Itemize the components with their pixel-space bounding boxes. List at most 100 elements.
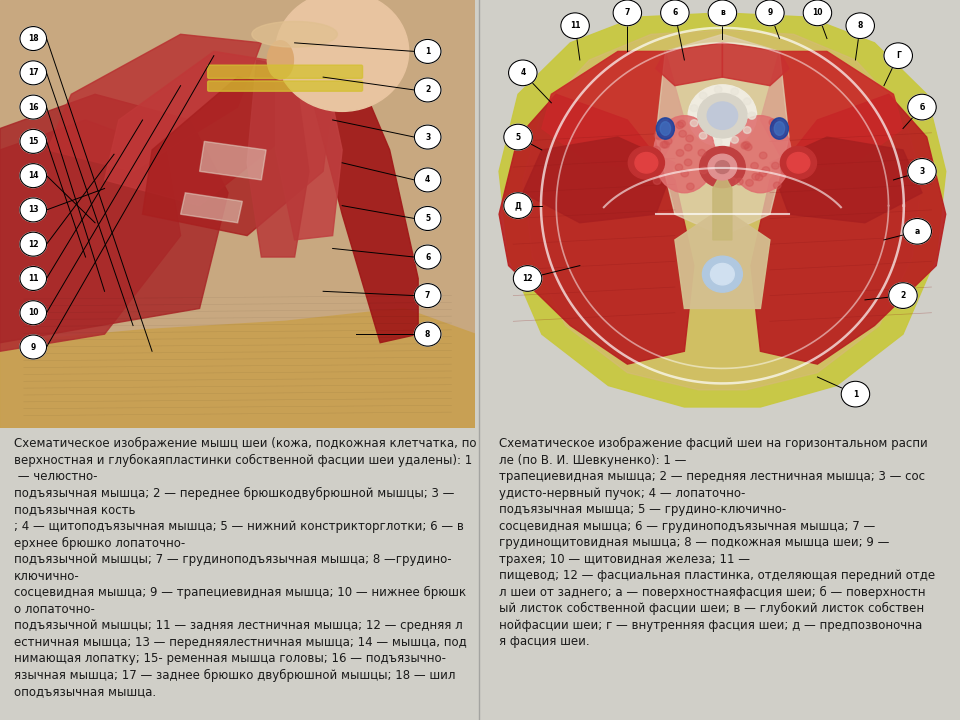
Polygon shape (0, 0, 475, 428)
Polygon shape (285, 51, 419, 343)
Circle shape (675, 138, 683, 145)
Text: 1: 1 (852, 390, 858, 399)
Circle shape (884, 43, 912, 68)
Circle shape (415, 284, 441, 307)
Circle shape (613, 0, 641, 26)
Circle shape (668, 117, 676, 124)
Circle shape (653, 161, 660, 168)
Circle shape (628, 146, 664, 179)
Text: 15: 15 (28, 137, 38, 146)
Circle shape (20, 95, 47, 119)
Circle shape (20, 130, 47, 153)
Circle shape (415, 78, 441, 102)
Circle shape (889, 283, 917, 308)
Circle shape (744, 148, 752, 156)
Text: 11: 11 (570, 21, 581, 30)
Circle shape (561, 13, 589, 39)
Text: 9: 9 (31, 343, 36, 351)
Ellipse shape (252, 22, 337, 47)
Circle shape (699, 132, 707, 139)
Circle shape (504, 125, 532, 150)
Circle shape (690, 104, 698, 112)
Circle shape (748, 112, 756, 119)
Circle shape (735, 166, 743, 173)
Circle shape (669, 174, 677, 180)
Polygon shape (751, 94, 946, 364)
Circle shape (20, 301, 47, 325)
Circle shape (514, 266, 541, 292)
Text: в: в (720, 9, 725, 17)
Circle shape (415, 245, 441, 269)
Circle shape (20, 335, 47, 359)
Circle shape (693, 126, 701, 132)
Circle shape (415, 40, 441, 63)
Text: 6: 6 (425, 253, 430, 261)
Circle shape (708, 0, 736, 26)
Circle shape (780, 146, 817, 179)
Text: 14: 14 (28, 171, 38, 180)
Circle shape (20, 232, 47, 256)
Ellipse shape (770, 118, 788, 139)
Circle shape (708, 102, 737, 130)
Text: 4: 4 (425, 176, 430, 184)
Circle shape (748, 112, 756, 119)
Circle shape (652, 161, 660, 168)
Circle shape (780, 180, 787, 186)
Circle shape (663, 159, 671, 166)
Text: 12: 12 (28, 240, 38, 248)
Circle shape (769, 181, 777, 189)
Circle shape (690, 120, 698, 127)
Text: 1: 1 (425, 47, 430, 56)
Polygon shape (180, 193, 242, 222)
Circle shape (774, 160, 781, 167)
Circle shape (658, 182, 665, 189)
Text: 5: 5 (425, 214, 430, 223)
Circle shape (908, 158, 936, 184)
Text: 3: 3 (920, 167, 924, 176)
Polygon shape (499, 13, 946, 407)
Polygon shape (770, 137, 922, 222)
Text: 6: 6 (672, 9, 678, 17)
Circle shape (804, 0, 831, 26)
Circle shape (749, 174, 756, 181)
Circle shape (415, 207, 441, 230)
Circle shape (734, 143, 742, 150)
Circle shape (20, 163, 47, 188)
Polygon shape (656, 42, 722, 86)
Text: 3: 3 (425, 132, 430, 142)
Polygon shape (541, 51, 684, 171)
Circle shape (683, 153, 690, 160)
Circle shape (708, 154, 736, 180)
Polygon shape (523, 137, 675, 222)
Polygon shape (0, 120, 180, 351)
Circle shape (761, 172, 769, 179)
Circle shape (780, 158, 788, 166)
Ellipse shape (774, 122, 784, 135)
Circle shape (698, 94, 747, 138)
Polygon shape (276, 51, 342, 240)
Text: 2: 2 (900, 291, 905, 300)
Circle shape (415, 322, 441, 346)
Circle shape (20, 198, 47, 222)
Circle shape (780, 166, 788, 173)
Circle shape (774, 139, 781, 146)
Circle shape (778, 150, 785, 158)
Circle shape (731, 179, 738, 186)
Circle shape (777, 130, 784, 137)
Circle shape (846, 13, 875, 39)
Polygon shape (0, 308, 475, 428)
Circle shape (743, 127, 751, 133)
Circle shape (20, 60, 47, 85)
Circle shape (731, 88, 738, 95)
Circle shape (710, 264, 734, 285)
Circle shape (733, 158, 741, 165)
Text: Г: Г (896, 51, 900, 60)
Text: Схематическое изображение фасций шеи на горизонтальном распи
ле (по В. И. Шевкун: Схематическое изображение фасций шеи на … (499, 437, 935, 649)
Text: Д: Д (515, 201, 521, 210)
Text: 11: 11 (28, 274, 38, 283)
Circle shape (731, 136, 738, 143)
Text: 16: 16 (28, 102, 38, 112)
Circle shape (714, 86, 722, 93)
Circle shape (635, 153, 658, 173)
Circle shape (841, 382, 870, 407)
